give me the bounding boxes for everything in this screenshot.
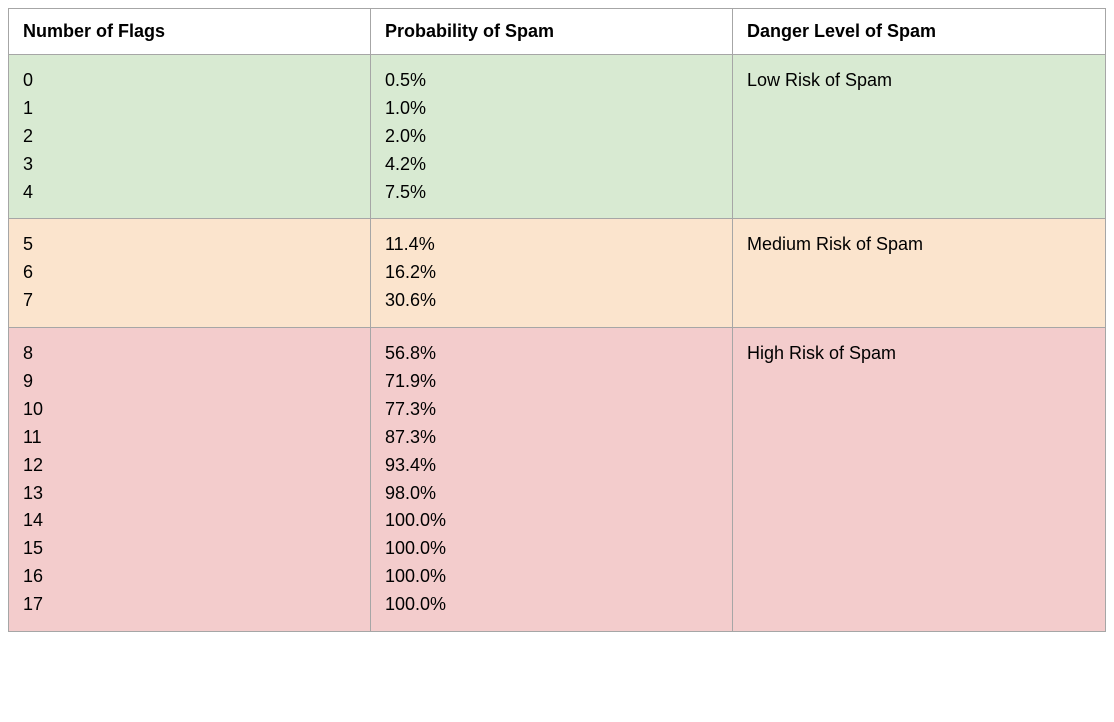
- prob-value: 93.4%: [385, 452, 718, 480]
- flag-value: 1: [23, 95, 356, 123]
- prob-value: 2.0%: [385, 123, 718, 151]
- cell-danger: Low Risk of Spam: [733, 55, 1106, 219]
- flag-value: 9: [23, 368, 356, 396]
- flag-value: 16: [23, 563, 356, 591]
- flag-value: 14: [23, 507, 356, 535]
- prob-value: 4.2%: [385, 151, 718, 179]
- col-header-prob: Probability of Spam: [371, 9, 733, 55]
- prob-value: 7.5%: [385, 179, 718, 207]
- prob-value: 100.0%: [385, 563, 718, 591]
- cell-flags: 5 6 7: [9, 219, 371, 328]
- prob-value: 77.3%: [385, 396, 718, 424]
- flag-value: 3: [23, 151, 356, 179]
- cell-flags: 0 1 2 3 4: [9, 55, 371, 219]
- flag-value: 13: [23, 480, 356, 508]
- col-header-flags: Number of Flags: [9, 9, 371, 55]
- col-header-danger: Danger Level of Spam: [733, 9, 1106, 55]
- flag-value: 15: [23, 535, 356, 563]
- cell-danger: Medium Risk of Spam: [733, 219, 1106, 328]
- flag-value: 2: [23, 123, 356, 151]
- cell-prob: 0.5% 1.0% 2.0% 4.2% 7.5%: [371, 55, 733, 219]
- prob-value: 0.5%: [385, 67, 718, 95]
- flag-value: 17: [23, 591, 356, 619]
- danger-label: Low Risk of Spam: [747, 67, 1091, 95]
- prob-value: 16.2%: [385, 259, 718, 287]
- flag-value: 8: [23, 340, 356, 368]
- cell-prob: 11.4% 16.2% 30.6%: [371, 219, 733, 328]
- prob-value: 100.0%: [385, 507, 718, 535]
- prob-value: 71.9%: [385, 368, 718, 396]
- flag-value: 4: [23, 179, 356, 207]
- prob-value: 1.0%: [385, 95, 718, 123]
- prob-value: 100.0%: [385, 535, 718, 563]
- flag-value: 12: [23, 452, 356, 480]
- flag-value: 7: [23, 287, 356, 315]
- flag-value: 6: [23, 259, 356, 287]
- prob-value: 100.0%: [385, 591, 718, 619]
- prob-value: 87.3%: [385, 424, 718, 452]
- prob-value: 56.8%: [385, 340, 718, 368]
- cell-prob: 56.8% 71.9% 77.3% 87.3% 93.4% 98.0% 100.…: [371, 328, 733, 632]
- cell-danger: High Risk of Spam: [733, 328, 1106, 632]
- table-header-row: Number of Flags Probability of Spam Dang…: [9, 9, 1106, 55]
- flag-value: 5: [23, 231, 356, 259]
- cell-flags: 8 9 10 11 12 13 14 15 16 17: [9, 328, 371, 632]
- table-row: 8 9 10 11 12 13 14 15 16 17 56.8% 71.9% …: [9, 328, 1106, 632]
- danger-label: Medium Risk of Spam: [747, 231, 1091, 259]
- spam-risk-table: Number of Flags Probability of Spam Dang…: [8, 8, 1106, 632]
- danger-label: High Risk of Spam: [747, 340, 1091, 368]
- prob-value: 98.0%: [385, 480, 718, 508]
- prob-value: 30.6%: [385, 287, 718, 315]
- flag-value: 11: [23, 424, 356, 452]
- prob-value: 11.4%: [385, 231, 718, 259]
- table-row: 5 6 7 11.4% 16.2% 30.6% Medium Risk of S…: [9, 219, 1106, 328]
- flag-value: 10: [23, 396, 356, 424]
- table-row: 0 1 2 3 4 0.5% 1.0% 2.0% 4.2% 7.5% Low R…: [9, 55, 1106, 219]
- flag-value: 0: [23, 67, 356, 95]
